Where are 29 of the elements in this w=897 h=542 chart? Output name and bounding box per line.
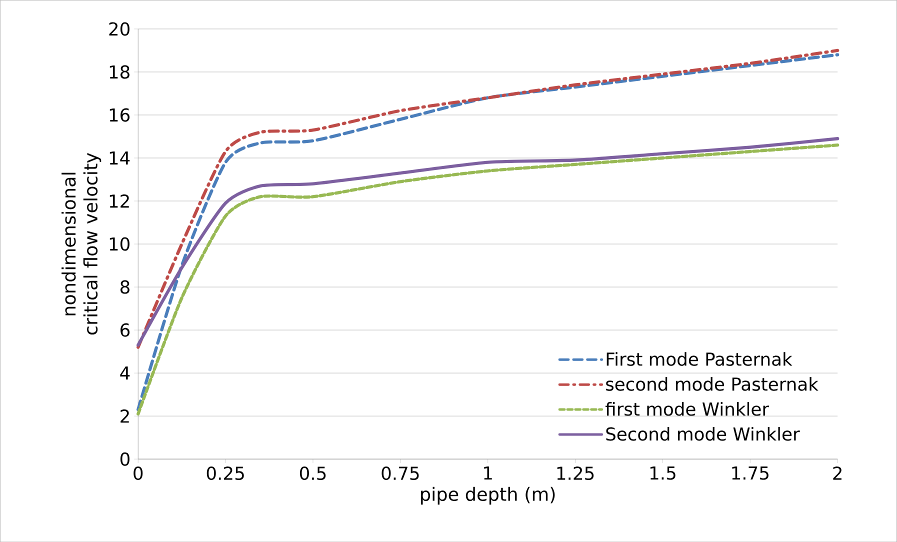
x-tick-label: 0.25: [206, 466, 244, 480]
y-tick-label: 6: [120, 323, 130, 337]
line-series: [136, 48, 840, 349]
x-tick-label: 0.5: [300, 466, 326, 480]
x-tick-label: 1.25: [557, 466, 594, 480]
y-tick-label: 18: [110, 65, 130, 79]
x-tick-label: 1: [484, 466, 492, 480]
x-tick-label: 2: [833, 466, 842, 480]
y-tick-label: 12: [110, 194, 129, 208]
y-tick-label: 20: [109, 22, 130, 36]
y-tick-label: 16: [110, 108, 130, 122]
y-axis-title: nondimensional critical flow velocity: [62, 152, 102, 334]
y-tick-label: 10: [110, 237, 130, 251]
y-tick-label: 14: [110, 151, 130, 164]
legend-label: first mode Winkler: [606, 402, 770, 416]
x-tick-label: 0: [134, 466, 143, 480]
y-tick-label: 2: [120, 409, 129, 423]
y-tick-label: 0: [120, 452, 130, 466]
legend-label: Second mode Winkler: [606, 426, 800, 441]
x-tick-label: 1.75: [732, 466, 768, 480]
legend-label: First mode Pasternak: [606, 352, 792, 366]
y-tick-label: 4: [120, 366, 130, 380]
x-tick-label: 0.75: [382, 466, 419, 480]
legend-label: second mode Pasternak: [606, 376, 818, 391]
y-tick-label: 8: [120, 280, 130, 294]
x-tick-label: 1.5: [650, 466, 676, 480]
x-axis-title: pipe depth (m): [421, 486, 555, 504]
line-series: [136, 143, 840, 416]
line-series: [136, 136, 840, 347]
